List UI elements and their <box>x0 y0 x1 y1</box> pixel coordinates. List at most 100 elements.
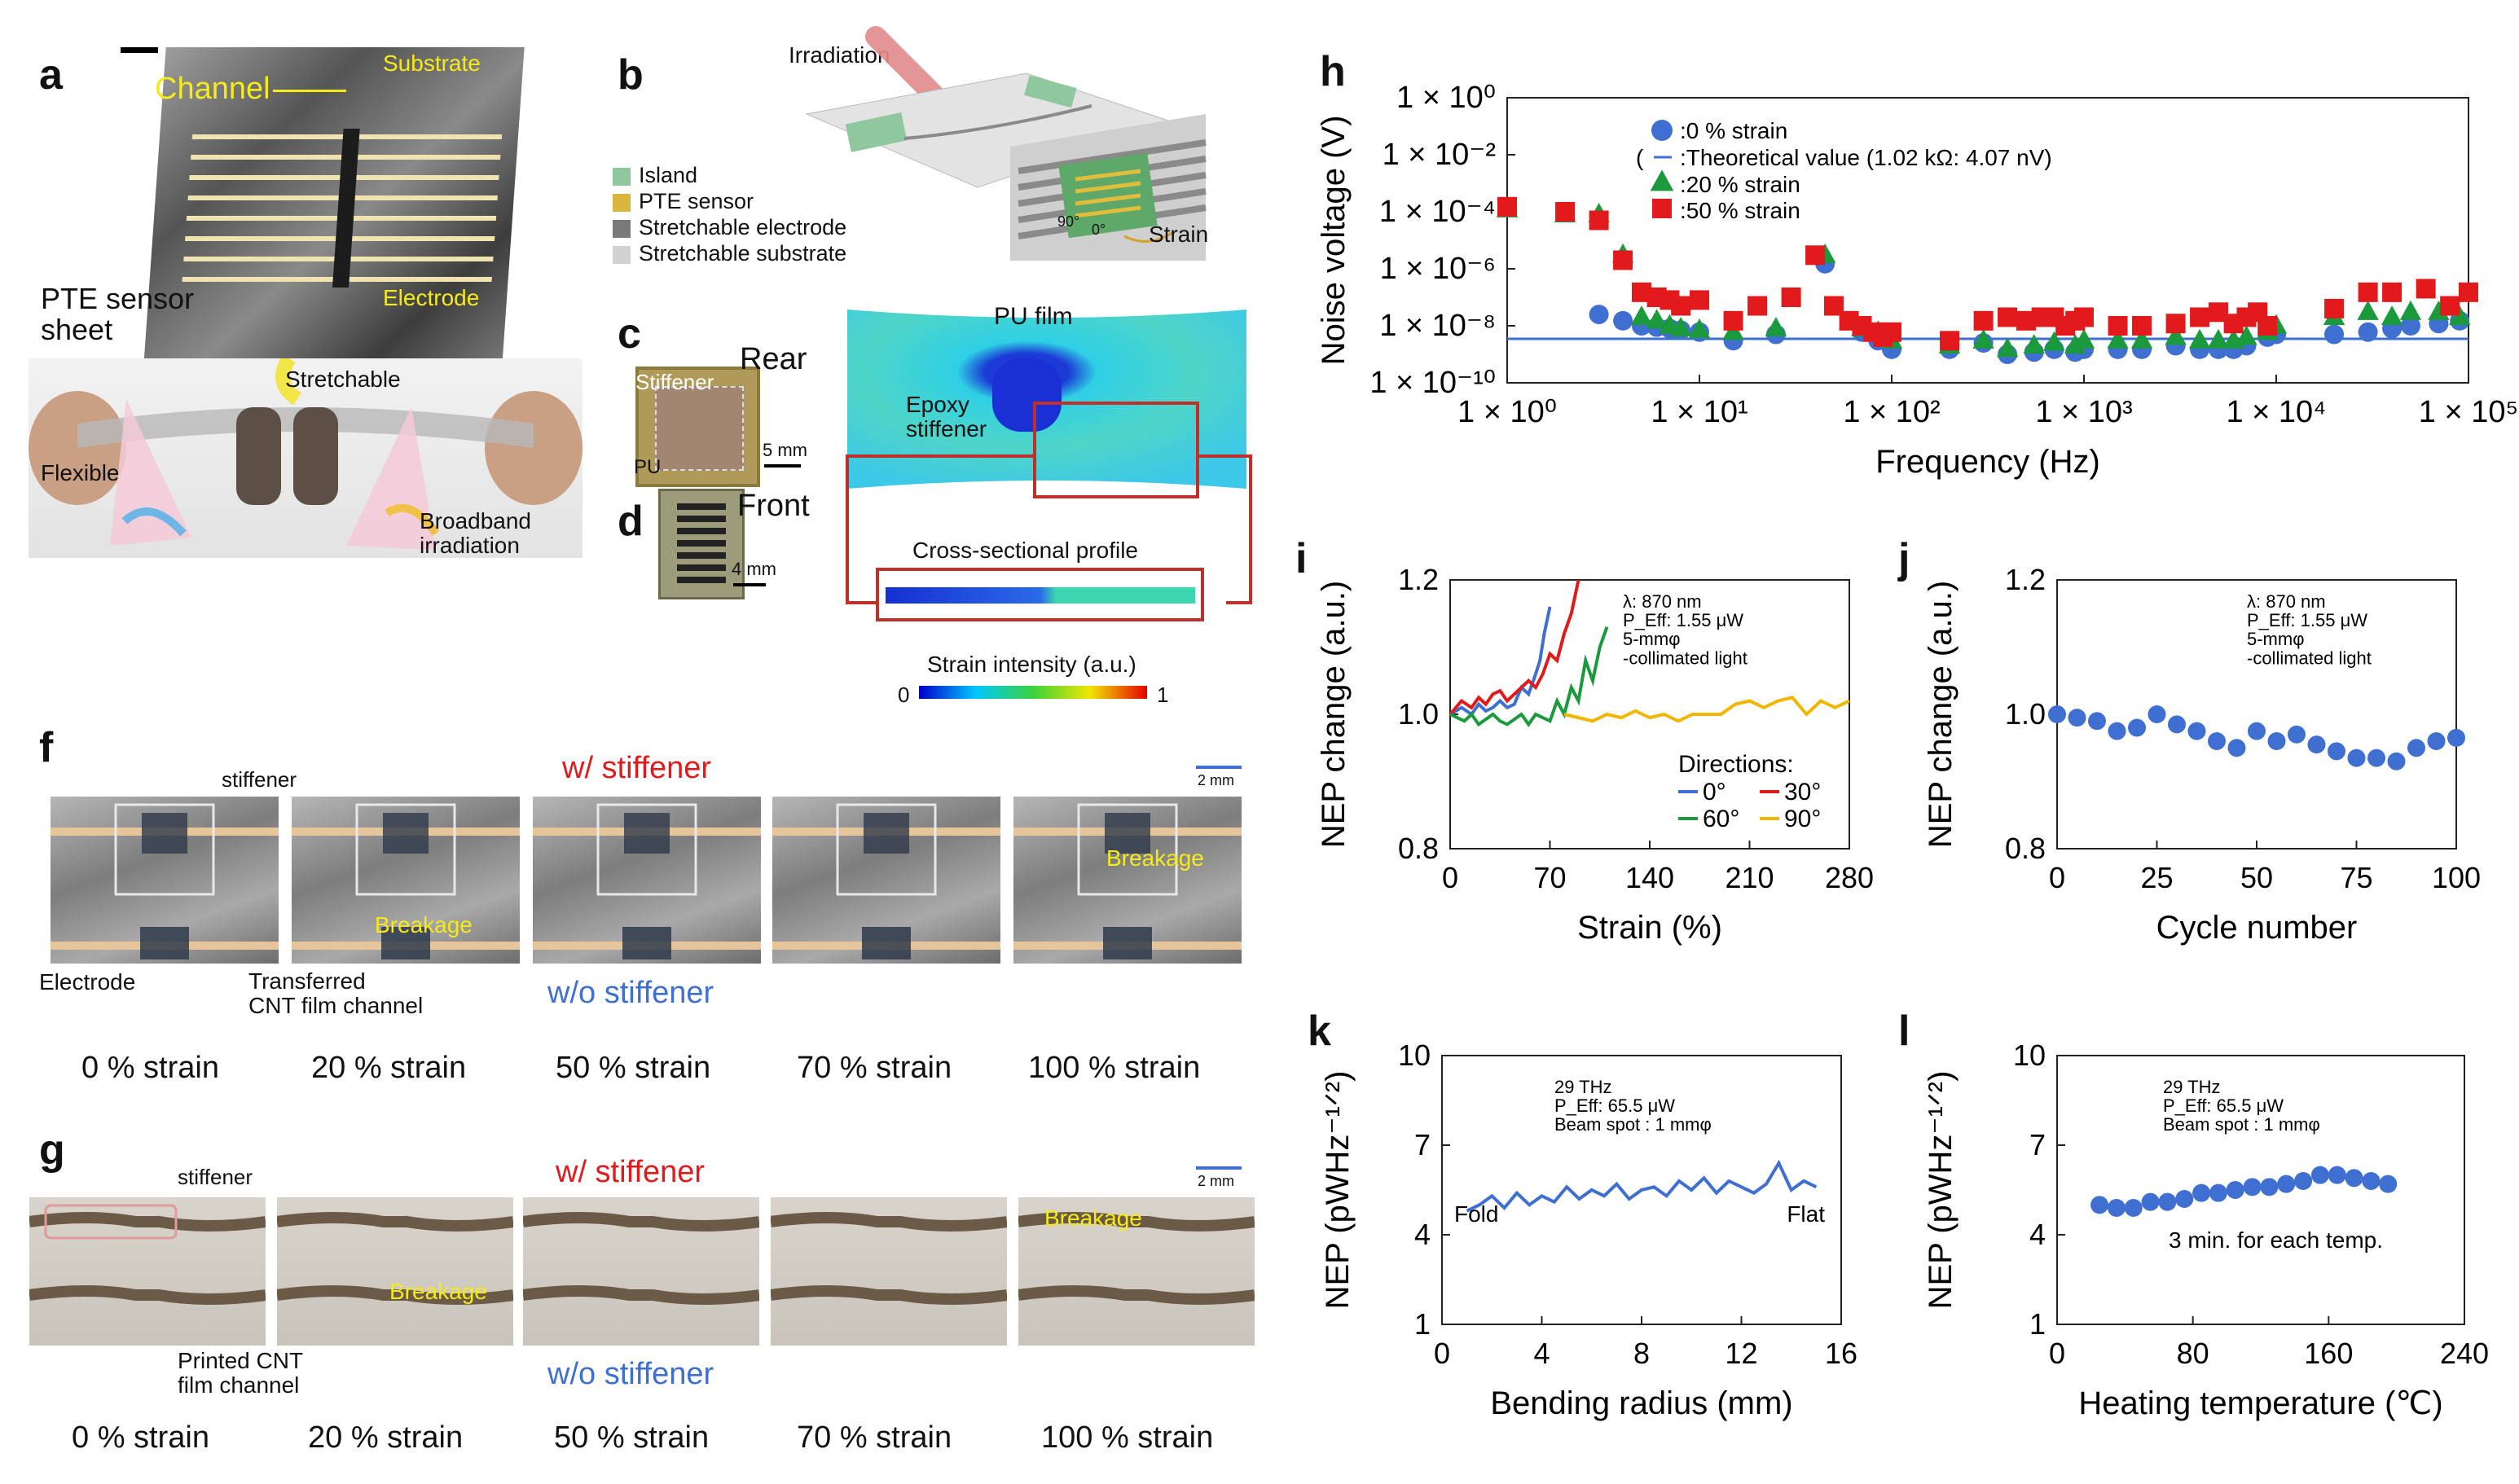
breakage-label-g2: Breakage <box>389 1279 487 1304</box>
cnt-channel <box>624 813 670 854</box>
printed-cnt-trace <box>277 1285 513 1305</box>
stiffener-outline <box>355 803 456 896</box>
x-axis-label: Strain (%) <box>1577 910 1722 946</box>
data-point-square <box>1998 307 2018 327</box>
x-tick-label: 0 <box>2049 1337 2065 1370</box>
data-point-triangle <box>2207 328 2230 349</box>
series-line <box>1449 579 1580 716</box>
series-line <box>1466 1159 1818 1213</box>
data-point-circle <box>2227 739 2246 757</box>
strain-0-g: 0 % strain <box>72 1420 209 1455</box>
stiffener-label-f: stiffener <box>222 767 297 792</box>
cnt-channel <box>142 813 187 854</box>
y-tick-label: 0.8 <box>2005 832 2046 865</box>
data-point-square <box>1497 196 1517 217</box>
legend-label: 30° <box>1784 779 1821 806</box>
with-stiffener-f: w/ stiffener <box>562 751 712 785</box>
scale-bar-d <box>733 583 766 586</box>
data-point-triangle <box>1765 316 1787 336</box>
legend-label: 90° <box>1784 806 1821 832</box>
data-point-triangle <box>1996 337 2019 358</box>
x-axis-label: Bending radius (mm) <box>1490 1385 1792 1421</box>
data-point-circle <box>2447 728 2465 747</box>
y-tick-label: 4 <box>1414 1218 1431 1251</box>
data-point-circle <box>2068 709 2086 727</box>
g-strain-photo <box>29 1197 266 1346</box>
cnt-channel <box>383 813 429 854</box>
nep-strain-chart: 0 70 140 210 280 0.8 1.0 1.2 Strain (%) NEP chang… <box>1316 563 1874 946</box>
data-point-square <box>2459 282 2478 302</box>
transferred-channel-label: Transferred CNT film channel <box>248 968 424 1018</box>
y-tick-label: 0.8 <box>1398 832 1439 865</box>
stiffener-outline <box>836 803 937 896</box>
data-point-circle <box>2379 1174 2398 1193</box>
data-point-circle <box>2124 1199 2143 1217</box>
data-point-circle <box>1613 310 1633 331</box>
cnt-channel <box>862 927 911 959</box>
x-tick-label: 140 <box>1625 861 1674 894</box>
data-point-circle <box>2367 749 2385 767</box>
y-tick-label: 1.0 <box>2005 697 2046 731</box>
x-tick-label: 1 × 10² <box>1843 395 1940 429</box>
y-tick-label: 1 × 10⁻² <box>1383 138 1496 172</box>
data-point-square <box>2440 296 2460 316</box>
data-point-circle <box>2267 732 2286 750</box>
data-point-square <box>2416 279 2436 299</box>
x-tick-label: 1 × 10⁴ <box>2226 395 2326 429</box>
strain-50-g: 50 % strain <box>554 1420 710 1455</box>
y-axis-label: NEP change (a.u.) <box>1923 581 1958 848</box>
substrate-label: Substrate <box>383 50 481 76</box>
flat-label: Flat <box>1787 1201 1825 1227</box>
breakage-label-f5: Breakage <box>1106 845 1204 871</box>
x-tick-label: 280 <box>1825 861 1874 894</box>
f-strain-photo <box>292 797 520 964</box>
g-strain-photo <box>277 1197 513 1346</box>
data-point-triangle <box>2064 334 2086 354</box>
x-tick-label: 1 × 10³ <box>2035 395 2132 429</box>
flexible-label: Flexible <box>41 460 120 485</box>
data-point-square <box>1671 296 1691 316</box>
legend-label: Stretchable substrate <box>639 241 847 266</box>
cnt-channel <box>622 927 671 959</box>
data-point-square <box>1882 322 1901 342</box>
stiffener-outline <box>44 1204 178 1240</box>
channel-label: Channel <box>155 72 270 106</box>
x-tick-label: 80 <box>2177 1337 2209 1370</box>
panel-label-h: h <box>1320 48 1346 95</box>
data-point-circle <box>2175 1190 2194 1208</box>
panel-label-i: i <box>1295 535 1308 582</box>
data-point-circle <box>2187 722 2206 740</box>
data-point-square <box>1690 290 1709 310</box>
annotation-line: λ: 870 nm <box>2247 591 2326 612</box>
data-point-circle <box>2088 712 2106 731</box>
strain-colorbar <box>919 686 1147 699</box>
channel-pointer <box>273 90 346 92</box>
panel-label-a: a <box>39 51 63 99</box>
nep-cycle-chart: 0 25 50 75 100 0.8 1.0 1.2 Cycle number NEP chang… <box>1923 563 2481 946</box>
data-point-circle <box>2324 324 2345 345</box>
y-tick-label: 10 <box>1398 1038 1431 1072</box>
legend-label: Stretchable electrode <box>639 215 847 239</box>
legend-label: Island <box>639 163 698 187</box>
data-point-circle <box>2387 752 2406 771</box>
scale-bar-a <box>121 47 158 53</box>
x-tick-label: 0 <box>1442 861 1458 894</box>
cnt-channel <box>140 927 189 959</box>
data-point-circle <box>2108 722 2126 740</box>
scale-bar-c <box>764 464 801 468</box>
data-point-square <box>2324 298 2345 318</box>
data-point-triangle <box>2107 328 2129 349</box>
series-line <box>1449 626 1609 727</box>
cross-section-profile <box>876 568 1204 621</box>
x-tick-label: 75 <box>2340 861 2372 894</box>
y-tick-label: 1.0 <box>1398 697 1439 731</box>
data-point-triangle <box>2399 300 2422 320</box>
x-tick-label: 1 × 10⁰ <box>1457 395 1557 429</box>
x-tick-label: 8 <box>1633 1337 1650 1370</box>
data-point-circle <box>2358 322 2378 342</box>
data-point-square <box>1723 310 1743 331</box>
printed-channel-label: Printed CNT film channel <box>178 1348 304 1398</box>
y-tick-label: 1 × 10⁰ <box>1396 81 1496 115</box>
strain-labels-g: 0 % strain 20 % strain 50 % strain 70 % … <box>72 1420 1253 1455</box>
stiffener-outline <box>1077 803 1178 896</box>
